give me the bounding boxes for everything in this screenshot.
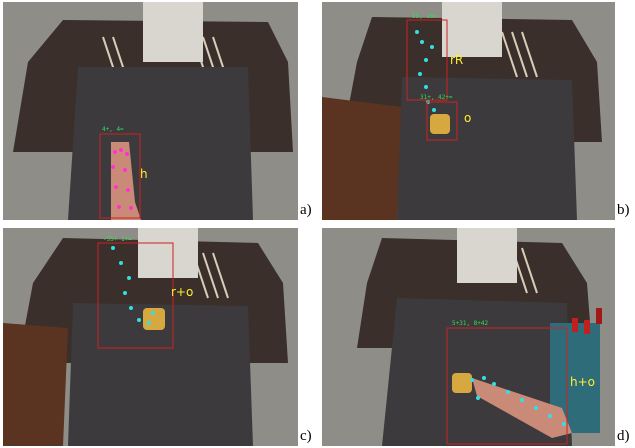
- human-arm: [472, 378, 572, 438]
- label-b: b): [617, 202, 630, 218]
- panel-d: 5+31, 8+42 h+o: [322, 228, 615, 446]
- human-skeleton-points: [111, 148, 133, 210]
- bbox-a: [99, 133, 141, 219]
- panel-b: 55, 18= 31+, 42+= rR o: [322, 2, 615, 220]
- wooden-chair: [3, 323, 68, 446]
- panel-a-photo: 4+, 4= h: [3, 2, 298, 220]
- robot-base: [442, 2, 502, 57]
- coord-b: 55, 18=: [412, 13, 438, 20]
- label-c: c): [300, 428, 312, 444]
- tag-b: rR: [450, 53, 463, 67]
- floor-mat: [68, 67, 253, 220]
- coord-a: 4+, 4=: [102, 126, 124, 133]
- tag-d: h+o: [570, 375, 595, 389]
- human-arm: [111, 142, 141, 220]
- robot-skeleton-points: [111, 246, 155, 325]
- panel-b-photo: 55, 18= 31+, 42+= rR o: [322, 2, 615, 220]
- tag-a: h: [140, 167, 148, 181]
- coord-d: 5+31, 8+42: [452, 320, 489, 327]
- toy-object: [452, 373, 472, 393]
- coord-c: -55+ 1+=: [103, 236, 132, 243]
- tag-c: r+o: [171, 285, 193, 299]
- panel-c-photo: -55+ 1+= r+o: [3, 228, 298, 446]
- floor-mat: [68, 303, 253, 446]
- floor-mat: [397, 77, 577, 220]
- toy-object: [430, 114, 450, 134]
- label-a: a): [300, 202, 312, 218]
- bottles: [572, 308, 602, 334]
- robot-base: [138, 228, 198, 278]
- panel-d-photo: 5+31, 8+42 h+o: [322, 228, 615, 446]
- wooden-chair: [322, 97, 402, 220]
- panel-c: -55+ 1+= r+o: [3, 228, 298, 446]
- label-d: d): [617, 428, 630, 444]
- coord-b2: 31+, 42+=: [420, 94, 453, 101]
- robot-base: [143, 2, 203, 62]
- tag-b2: o: [464, 111, 471, 125]
- panel-a: 4+, 4= h: [3, 2, 298, 220]
- human-skeleton-points: [470, 376, 566, 426]
- robot-base: [457, 228, 517, 283]
